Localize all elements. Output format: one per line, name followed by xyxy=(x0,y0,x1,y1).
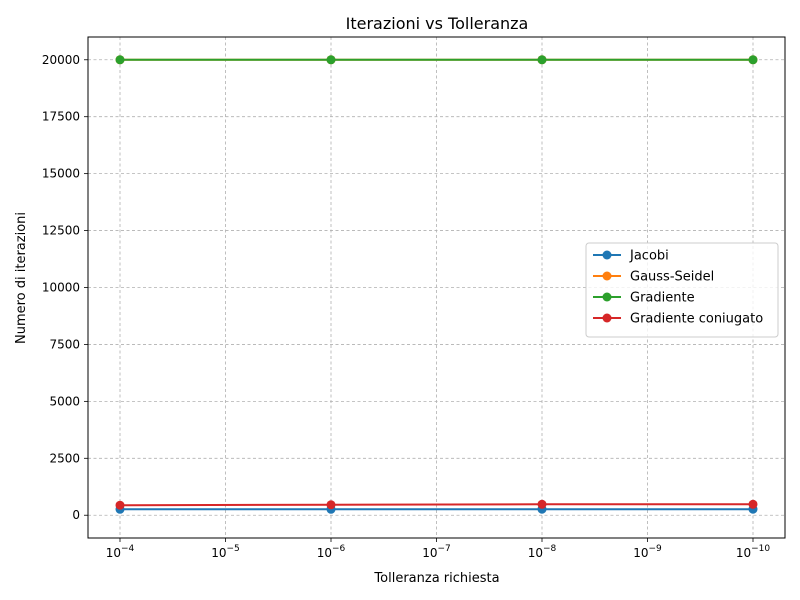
data-point xyxy=(748,55,758,65)
legend-label: Gauss-Seidel xyxy=(630,270,714,285)
legend-swatch-marker xyxy=(602,313,612,323)
x-tick-label: 10−4 xyxy=(106,544,135,560)
legend-item: Gradiente xyxy=(593,291,695,306)
data-point xyxy=(537,499,547,509)
data-point xyxy=(115,55,125,65)
data-point xyxy=(326,500,336,510)
legend: Jacobi Gauss-Seidel Gradiente Gradiente con… xyxy=(585,242,779,338)
axes: 10−4 10−5 10−6 10−7 10−8 10−9 10−10 0 2500 5000 75… xyxy=(42,53,771,560)
x-axis-label: Tolleranza richiesta xyxy=(373,571,499,586)
x-tick-label: 10−10 xyxy=(736,544,771,560)
series-3 xyxy=(115,499,758,510)
legend-label: Gradiente coniugato xyxy=(630,312,763,327)
x-tick-label: 10−9 xyxy=(633,544,662,560)
y-tick-label: 7500 xyxy=(49,337,80,351)
y-tick-label: 2500 xyxy=(49,451,80,465)
x-tick-label: 10−6 xyxy=(317,544,346,560)
y-tick-label: 12500 xyxy=(42,224,80,238)
y-tick-label: 0 xyxy=(72,508,80,522)
data-point xyxy=(748,499,758,509)
data-point xyxy=(326,55,336,65)
data-point xyxy=(115,500,125,510)
legend-item: Jacobi xyxy=(593,249,669,264)
legend-label: Jacobi xyxy=(629,249,669,264)
series-layer xyxy=(115,55,758,514)
x-tick-label: 10−8 xyxy=(528,544,557,560)
legend-item: Gradiente coniugato xyxy=(593,312,763,327)
legend-swatch-marker xyxy=(602,271,612,281)
data-point xyxy=(537,55,547,65)
y-axis-label: Numero di iterazioni xyxy=(14,212,29,344)
legend-item: Gauss-Seidel xyxy=(593,270,714,285)
legend-swatch-marker xyxy=(602,292,612,302)
chart-title: Iterazioni vs Tolleranza xyxy=(346,14,529,33)
series-line xyxy=(119,503,753,507)
y-tick-label: 5000 xyxy=(49,394,80,408)
legend-box xyxy=(585,242,779,338)
y-tick-label: 17500 xyxy=(42,110,80,124)
y-tick-label: 10000 xyxy=(42,281,80,295)
legend-swatch-marker xyxy=(602,250,612,260)
y-tick-label: 20000 xyxy=(42,53,80,67)
y-tick-label: 15000 xyxy=(42,167,80,181)
x-tick-label: 10−7 xyxy=(422,544,451,560)
legend-label: Gradiente xyxy=(630,291,695,306)
x-tick-label: 10−5 xyxy=(211,544,240,560)
series-2 xyxy=(115,55,758,65)
